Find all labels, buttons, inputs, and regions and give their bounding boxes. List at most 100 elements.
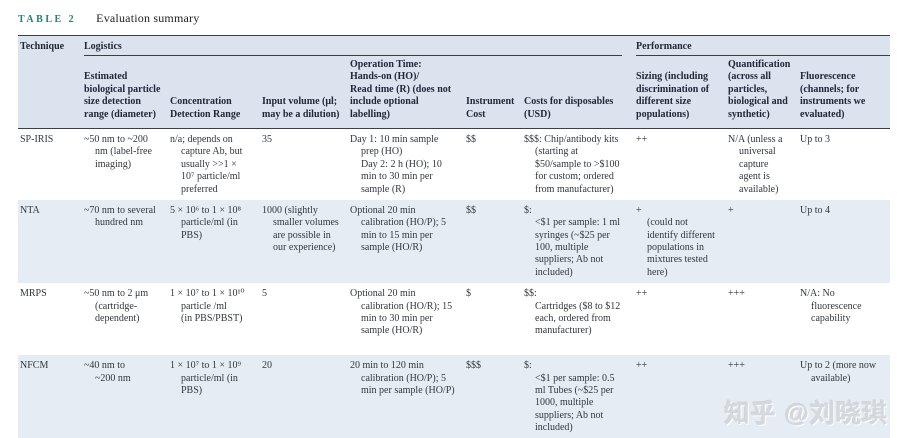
cell-text: $: <$1 per sample: 1 ml syringes (~$25 p… — [524, 204, 621, 278]
cell-fluorescence: Up to 3 — [800, 128, 891, 200]
cell-fluorescence: Up to 4 — [800, 199, 891, 284]
cell-technique: SP-IRIS — [18, 128, 84, 200]
cell-text: 5 — [262, 288, 267, 300]
cell-disposables: $: <$1 per sample: 1 ml syringes (~$25 p… — [524, 199, 637, 284]
cell-operation-time: Day 1: 10 min sample prep (HO) Day 2: 2 … — [350, 128, 466, 200]
cell-text: ++ — [636, 360, 648, 372]
cell-text: 5 × 10⁶ to 1 × 10⁸ particle/ml (in PBS) — [170, 204, 242, 241]
table-row-sp-iris: SP-IRIS ~50 nm to ~200 nm (label-free im… — [18, 128, 891, 200]
cell-text: Up to 2 (more now available) — [800, 360, 877, 384]
performance-label: Performance — [636, 41, 891, 56]
cell-concentration: 5 × 10⁶ to 1 × 10⁸ particle/ml (in PBS) — [170, 199, 262, 284]
cell-text: $$: Cartridges ($8 to $12 each, ordered … — [524, 288, 621, 337]
cell-text: N/A: No fluorescence capability — [800, 288, 862, 325]
cell-text: + (could not identify different populati… — [636, 204, 715, 278]
subheader-row: Estimated biological particle size detec… — [18, 56, 891, 129]
cell-text: ++ — [636, 288, 648, 300]
cell-technique: NTA — [18, 199, 84, 284]
cell-operation-time: Optional 20 min calibration (HO/P); 5 mi… — [350, 199, 466, 284]
cell-text: + — [728, 204, 734, 216]
cell-text: n/a; depends on capture Ab, but usually … — [170, 133, 243, 195]
column-header-input-volume: Input volume (μl; may be a dilution) — [262, 56, 350, 129]
column-header-fluorescence: Fluorescence (channels; for instruments … — [800, 56, 891, 129]
logistics-label: Logistics — [84, 41, 623, 56]
column-header-instrument-cost: Instrument Cost — [466, 56, 524, 129]
cell-input-volume: 1000 (slightly smaller volumes are possi… — [262, 199, 350, 284]
cell-text: $: <$1 per sample: 0.5 ml Tubes (~$25 pe… — [524, 360, 615, 434]
table-row-mrps: MRPS ~50 nm to 2 μm (cartridge-dependent… — [18, 283, 891, 356]
cell-operation-time: Optional 20 min calibration (HO/R); 15 m… — [350, 283, 466, 356]
table-body: SP-IRIS ~50 nm to ~200 nm (label-free im… — [18, 128, 891, 438]
table-caption-row: TABLE 2 Evaluation summary — [0, 0, 900, 27]
cell-text: $$ — [466, 204, 476, 216]
cell-quantification: + — [728, 199, 801, 284]
evaluation-table: Technique Logistics Performance Estimate… — [18, 35, 891, 438]
cell-fluorescence: Up to 2 (more now available) — [800, 355, 891, 438]
cell-text: Up to 4 — [800, 204, 831, 216]
cell-technique: NFCM — [18, 355, 84, 438]
cell-quantification: +++ — [728, 283, 801, 356]
cell-text: +++ — [728, 288, 745, 300]
column-header-size-range: Estimated biological particle size detec… — [84, 56, 170, 129]
table-number-label: TABLE 2 — [18, 14, 77, 25]
cell-text: 1000 (slightly smaller volumes are possi… — [262, 204, 339, 254]
cell-size-range: ~50 nm to 2 μm (cartridge-dependent) — [84, 283, 170, 356]
cell-text: $$ — [466, 133, 476, 145]
cell-text: 1 × 10⁷ to 1 × 10⁹ particle/ml (in PBS) — [170, 360, 242, 397]
cell-text: $ — [466, 288, 471, 300]
cell-fluorescence: N/A: No fluorescence capability — [800, 283, 891, 356]
cell-text: Day 1: 10 min sample prep (HO) Day 2: 2 … — [350, 133, 442, 195]
cell-instrument-cost: $$ — [466, 199, 524, 284]
cell-sizing: + (could not identify different populati… — [636, 199, 729, 284]
cell-text: Optional 20 min calibration (HO/R); 15 m… — [350, 288, 453, 337]
cell-text: 20 min to 120 min calibration (HO/P); 5 … — [350, 360, 455, 397]
zhihu-watermark: 知乎 @刘晓琪 — [724, 400, 888, 428]
group-header-performance: Performance — [636, 35, 891, 56]
cell-instrument-cost: $$ — [466, 128, 524, 200]
cell-text: ~50 nm to 2 μm (cartridge-dependent) — [84, 288, 149, 325]
cell-sizing: ++ — [636, 355, 729, 438]
cell-sizing: ++ — [636, 128, 729, 200]
cell-text: Up to 3 — [800, 133, 831, 145]
table-title: Evaluation summary — [96, 11, 200, 25]
cell-size-range: ~50 nm to ~200 nm (label-free imaging) — [84, 128, 170, 200]
cell-disposables: $$$: Chip/antibody kits (starting at $50… — [524, 128, 637, 200]
cell-text: $$$ — [466, 360, 481, 372]
cell-text: 1 × 10⁷ to 1 × 10¹⁰ particle /ml (in PBS… — [170, 288, 245, 325]
column-header-technique: Technique — [18, 35, 84, 129]
cell-sizing: ++ — [636, 283, 729, 356]
column-header-concentration: Concentration Detection Range — [170, 56, 262, 129]
cell-text: Optional 20 min calibration (HO/P); 5 mi… — [350, 204, 446, 254]
table-row-nta: NTA ~70 nm to several hundred nm 5 × 10⁶… — [18, 199, 891, 284]
group-header-row: Technique Logistics Performance — [18, 35, 891, 129]
table-row-nfcm: NFCM ~40 nm to ~200 nm 1 × 10⁷ to 1 × 10… — [18, 355, 891, 438]
column-header-operation-time: Operation Time: Hands-on (HO)/ Read time… — [350, 56, 466, 129]
column-header-disposables: Costs for disposables (USD) — [524, 56, 637, 129]
cell-quantification: +++ — [728, 355, 801, 438]
cell-input-volume: 20 — [262, 355, 350, 438]
cell-text: ++ — [636, 133, 648, 145]
cell-concentration: 1 × 10⁷ to 1 × 10¹⁰ particle /ml (in PBS… — [170, 283, 262, 356]
cell-text: ~70 nm to several hundred nm — [84, 204, 156, 229]
cell-instrument-cost: $$$ — [466, 355, 524, 438]
cell-quantification: N/A (unless a universal capture agent is… — [728, 128, 801, 200]
cell-input-volume: 5 — [262, 283, 350, 356]
cell-text: N/A (unless a universal capture agent is… — [728, 133, 783, 195]
cell-concentration: 1 × 10⁷ to 1 × 10⁹ particle/ml (in PBS) — [170, 355, 262, 438]
cell-size-range: ~40 nm to ~200 nm — [84, 355, 170, 438]
cell-concentration: n/a; depends on capture Ab, but usually … — [170, 128, 262, 200]
cell-text: $$$: Chip/antibody kits (starting at $50… — [524, 133, 620, 195]
cell-text: 20 — [262, 360, 272, 372]
cell-size-range: ~70 nm to several hundred nm — [84, 199, 170, 284]
column-header-sizing: Sizing (including discrimination of diff… — [636, 56, 729, 129]
cell-technique: MRPS — [18, 283, 84, 356]
column-header-quantification: Quantification (across all particles, bi… — [728, 56, 801, 129]
cell-disposables: $$: Cartridges ($8 to $12 each, ordered … — [524, 283, 637, 356]
cell-disposables: $: <$1 per sample: 0.5 ml Tubes (~$25 pe… — [524, 355, 637, 438]
cell-instrument-cost: $ — [466, 283, 524, 356]
table-header: Technique Logistics Performance Estimate… — [18, 35, 891, 129]
group-header-logistics: Logistics — [84, 35, 637, 56]
cell-text: +++ — [728, 360, 745, 372]
cell-operation-time: 20 min to 120 min calibration (HO/P); 5 … — [350, 355, 466, 438]
